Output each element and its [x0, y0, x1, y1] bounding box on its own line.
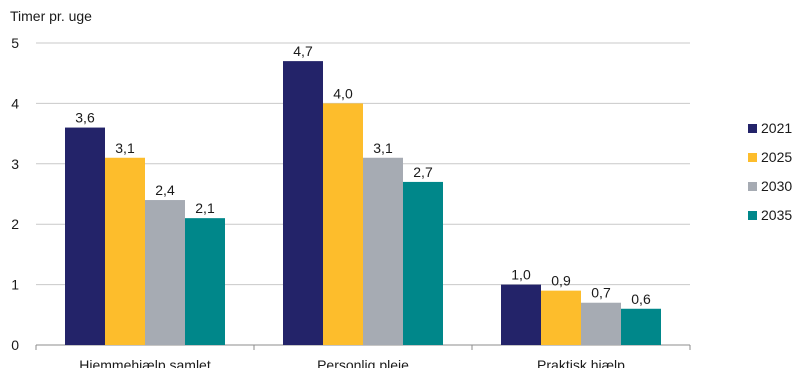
- y-tick-label: 2: [11, 216, 19, 232]
- data-label: 3,1: [373, 140, 393, 156]
- data-label: 4,0: [333, 85, 353, 101]
- data-label: 3,1: [115, 140, 135, 156]
- legend-swatch: [748, 153, 757, 162]
- data-label: 0,7: [591, 285, 611, 301]
- bar: [65, 127, 105, 345]
- category-label: Praktisk hjælp: [537, 357, 625, 368]
- bar: [581, 302, 621, 345]
- legend-swatch: [748, 124, 757, 133]
- y-axis-title: Timer pr. uge: [10, 8, 92, 24]
- y-tick-label: 4: [11, 95, 19, 111]
- legend-label: 2030: [761, 178, 792, 194]
- legend-label: 2025: [761, 149, 792, 165]
- category-label: Personlig pleje: [317, 357, 409, 368]
- bar: [185, 218, 225, 345]
- data-label: 4,7: [293, 43, 313, 59]
- y-tick-label: 1: [11, 277, 19, 293]
- data-label: 0,9: [551, 273, 571, 289]
- data-label: 1,0: [511, 267, 531, 283]
- legend-swatch: [748, 182, 757, 191]
- data-label: 2,7: [413, 164, 433, 180]
- data-label: 2,4: [155, 182, 175, 198]
- y-tick-label: 3: [11, 156, 19, 172]
- legend-label: 2021: [761, 120, 792, 136]
- bar: [403, 181, 443, 345]
- bar: [541, 290, 581, 345]
- bar: [145, 200, 185, 345]
- bar: [621, 308, 661, 345]
- data-label: 2,1: [195, 200, 215, 216]
- legend-swatch: [748, 211, 757, 220]
- data-label: 3,6: [75, 110, 95, 126]
- bar: [363, 157, 403, 345]
- legend-label: 2035: [761, 207, 792, 223]
- bar: [501, 284, 541, 345]
- y-tick-label: 0: [11, 337, 19, 353]
- category-label: Hjemmehjælp samlet: [79, 357, 211, 368]
- bar: [105, 157, 145, 345]
- y-tick-label: 5: [11, 35, 19, 51]
- bar: [323, 103, 363, 346]
- data-label: 0,6: [631, 291, 651, 307]
- bar: [283, 61, 323, 346]
